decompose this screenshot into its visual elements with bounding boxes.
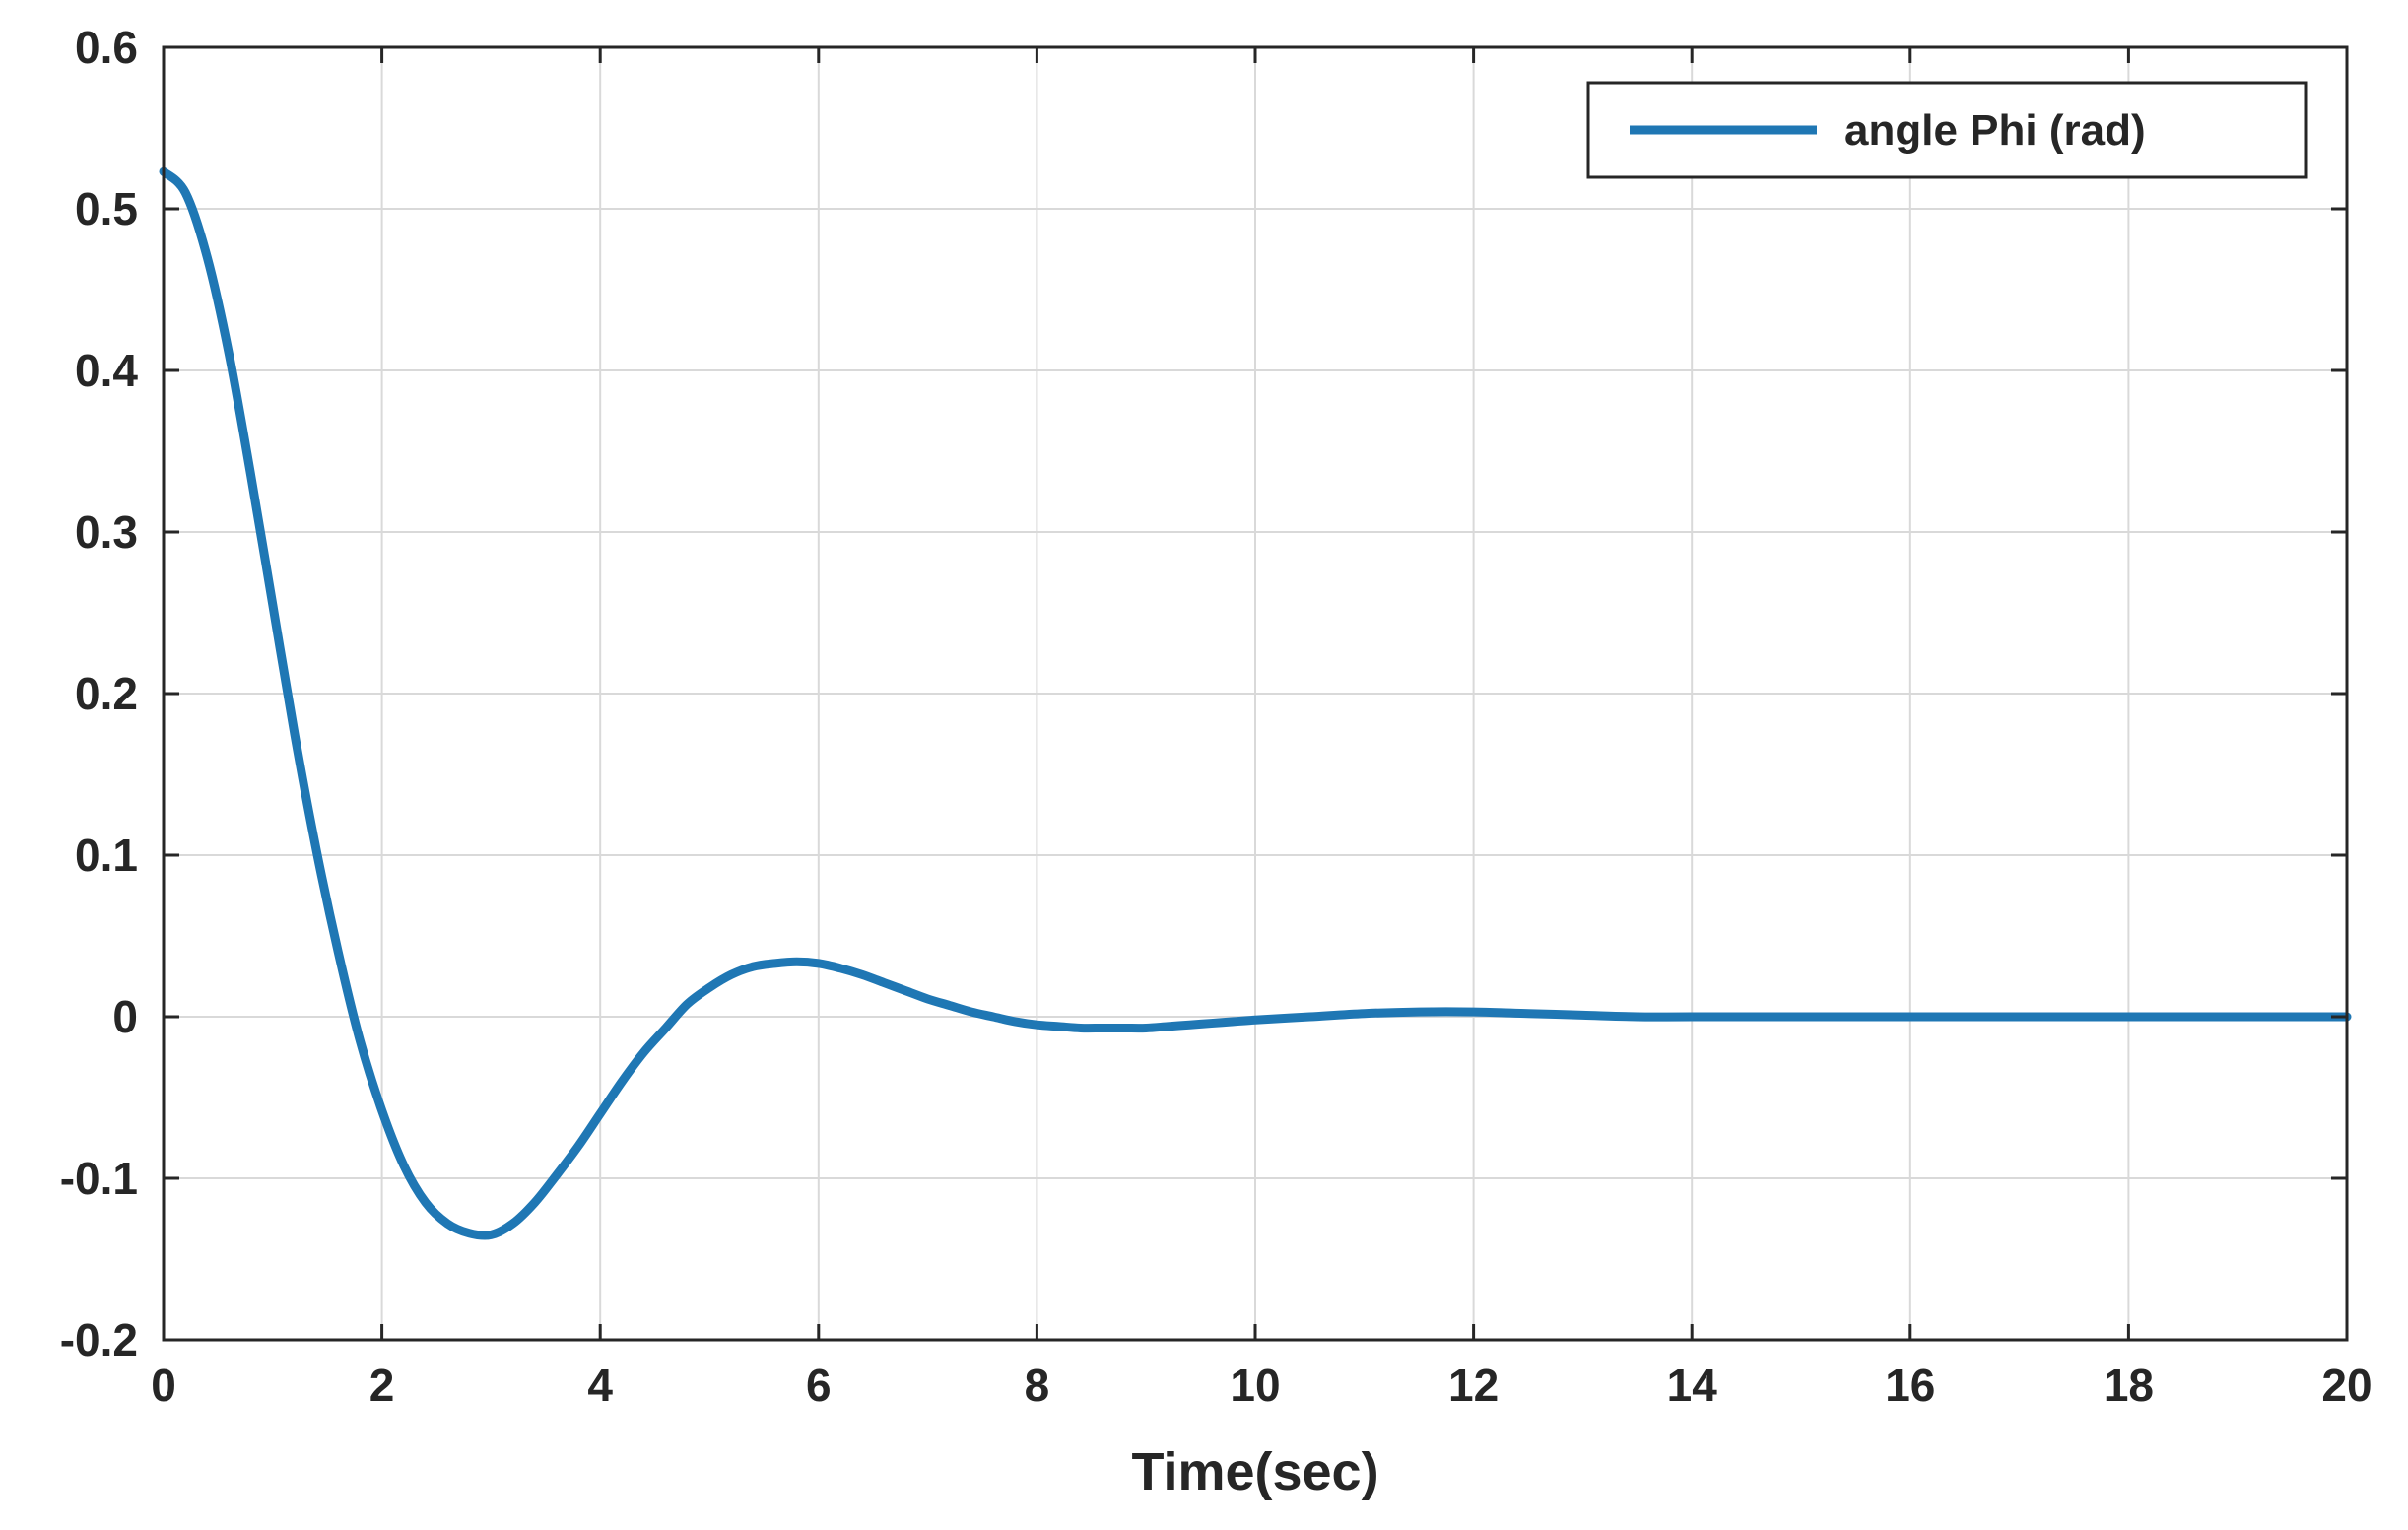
legend: angle Phi (rad) [1586, 81, 2308, 179]
x-tick-label: 14 [1667, 1360, 1718, 1411]
x-tick-label: 0 [151, 1360, 176, 1411]
x-tick-label: 10 [1230, 1360, 1280, 1411]
series-line-angle-phi [159, 166, 2352, 1240]
x-tick-label: 12 [1448, 1360, 1499, 1411]
series-layer [159, 166, 2352, 1240]
y-tick-label: -0.2 [60, 1314, 138, 1365]
x-axis-label: Time(sec) [1131, 1442, 1378, 1501]
y-tick-label: 0.5 [75, 183, 138, 234]
x-tick-label: 8 [1025, 1360, 1050, 1411]
x-tick-label: 6 [806, 1360, 832, 1411]
axis-ticks [162, 45, 2349, 1342]
y-tick-label: 0.1 [75, 830, 138, 881]
x-tick-label: 2 [369, 1360, 395, 1411]
x-tick-label: 4 [587, 1360, 613, 1411]
y-tick-label: 0.4 [75, 345, 138, 396]
legend-entry-angle-phi: angle Phi (rad) [1844, 106, 2146, 155]
y-tick-label: 0 [112, 991, 138, 1042]
y-tick-label: 0.3 [75, 506, 138, 558]
y-tick-label: 0.6 [75, 22, 138, 73]
y-tick-label: -0.1 [60, 1153, 138, 1204]
x-tick-label: 16 [1885, 1360, 1935, 1411]
x-tick-label: 20 [2321, 1360, 2372, 1411]
tick-labels: 0 2 4 6 8 10 12 14 16 18 20 -0.2 -0.1 0 0.1 0.2 0.3 0.4 0.… [60, 22, 2373, 1411]
x-tick-label: 18 [2104, 1360, 2154, 1411]
y-tick-label: 0.2 [75, 668, 138, 719]
